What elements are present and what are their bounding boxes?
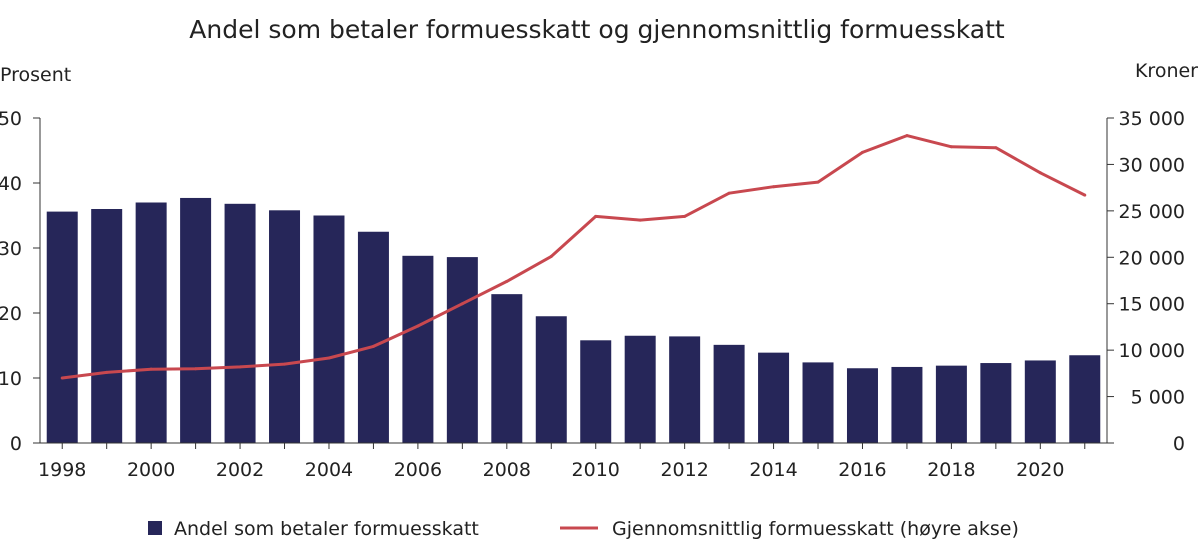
- x-tick-label: 2012: [660, 459, 708, 481]
- bar: [669, 336, 701, 443]
- left-tick-label: 20: [0, 303, 22, 325]
- x-tick-label: 2020: [1016, 459, 1064, 481]
- line-point: [505, 279, 509, 283]
- legend-swatch-bars: [148, 521, 162, 535]
- bar: [535, 316, 567, 443]
- left-tick-label: 50: [0, 108, 22, 130]
- left-tick-label: 40: [0, 173, 22, 195]
- line-point: [594, 214, 598, 218]
- chart-title: Andel som betaler formuesskatt og gjenno…: [189, 15, 1005, 44]
- line-point: [549, 254, 553, 258]
- line-point: [816, 180, 820, 184]
- left-tick-label: 10: [0, 368, 22, 390]
- right-tick-label: 5 000: [1131, 387, 1185, 409]
- line-point: [949, 145, 953, 149]
- bar: [269, 210, 301, 443]
- x-tick-label: 2002: [216, 459, 264, 481]
- line-point: [1083, 193, 1087, 197]
- bar: [935, 365, 967, 443]
- plot-area: 0 10 20 30 40 50 0 5 000 10 000 15 000 20 000 25 00…: [0, 108, 1185, 481]
- right-tick-label: 15 000: [1119, 294, 1185, 316]
- x-tick-label: 2006: [394, 459, 442, 481]
- right-axis-label: Kroner: [1135, 60, 1198, 82]
- line-point: [638, 218, 642, 222]
- line-point: [194, 367, 198, 371]
- line-point: [238, 365, 242, 369]
- right-tick-label: 0: [1173, 433, 1185, 455]
- bar: [758, 352, 790, 443]
- legend-label-bars: Andel som betaler formuesskatt: [174, 518, 479, 540]
- line-point: [371, 344, 375, 348]
- right-tick-label: 20 000: [1119, 247, 1185, 269]
- bar: [402, 255, 434, 443]
- x-tick-label: 2000: [127, 459, 175, 481]
- legend: Andel som betaler formuesskatt Gjennomsn…: [148, 518, 1019, 540]
- bar: [180, 197, 212, 443]
- bar: [580, 340, 612, 443]
- line-point: [994, 146, 998, 150]
- line-point: [416, 324, 420, 328]
- bar: [1069, 355, 1101, 443]
- bar: [980, 363, 1012, 443]
- bar: [1024, 360, 1056, 443]
- line-point: [283, 362, 287, 366]
- line-point: [105, 370, 109, 374]
- x-tick-label: 2018: [927, 459, 975, 481]
- series-line: [62, 134, 1086, 380]
- line-point: [327, 356, 331, 360]
- line-point: [683, 214, 687, 218]
- bar: [91, 209, 123, 443]
- bar: [313, 215, 345, 443]
- x-tick-label: 2008: [483, 459, 531, 481]
- bar: [135, 202, 167, 443]
- x-tick-label: 2010: [572, 459, 620, 481]
- right-tick-label: 30 000: [1119, 154, 1185, 176]
- x-tick-label: 1998: [38, 459, 86, 481]
- bar: [224, 203, 256, 443]
- bar: [891, 366, 923, 443]
- bar: [357, 231, 389, 443]
- right-tick-label: 10 000: [1119, 340, 1185, 362]
- left-tick-label: 30: [0, 238, 22, 260]
- x-tick-label: 2004: [305, 459, 353, 481]
- bar: [46, 211, 78, 443]
- right-tick-label: 25 000: [1119, 201, 1185, 223]
- bar: [846, 368, 878, 443]
- line-point: [772, 185, 776, 189]
- bar: [446, 257, 478, 443]
- bar: [624, 335, 656, 443]
- bar: [491, 294, 523, 443]
- line-point: [1038, 171, 1042, 175]
- x-tick-label: 2014: [749, 459, 797, 481]
- bar: [713, 344, 745, 443]
- legend-label-line: Gjennomsnittlig formuesskatt (høyre akse…: [612, 518, 1019, 540]
- line-point: [149, 367, 153, 371]
- bar: [802, 362, 834, 443]
- x-tick-label: 2016: [838, 459, 886, 481]
- left-axis-label: Prosent: [0, 64, 71, 86]
- line-point: [60, 376, 64, 380]
- line-point: [860, 150, 864, 154]
- line-point: [460, 302, 464, 306]
- line-point: [905, 134, 909, 138]
- right-tick-label: 35 000: [1119, 108, 1185, 130]
- left-tick-label: 0: [10, 433, 22, 455]
- line-point: [727, 191, 731, 195]
